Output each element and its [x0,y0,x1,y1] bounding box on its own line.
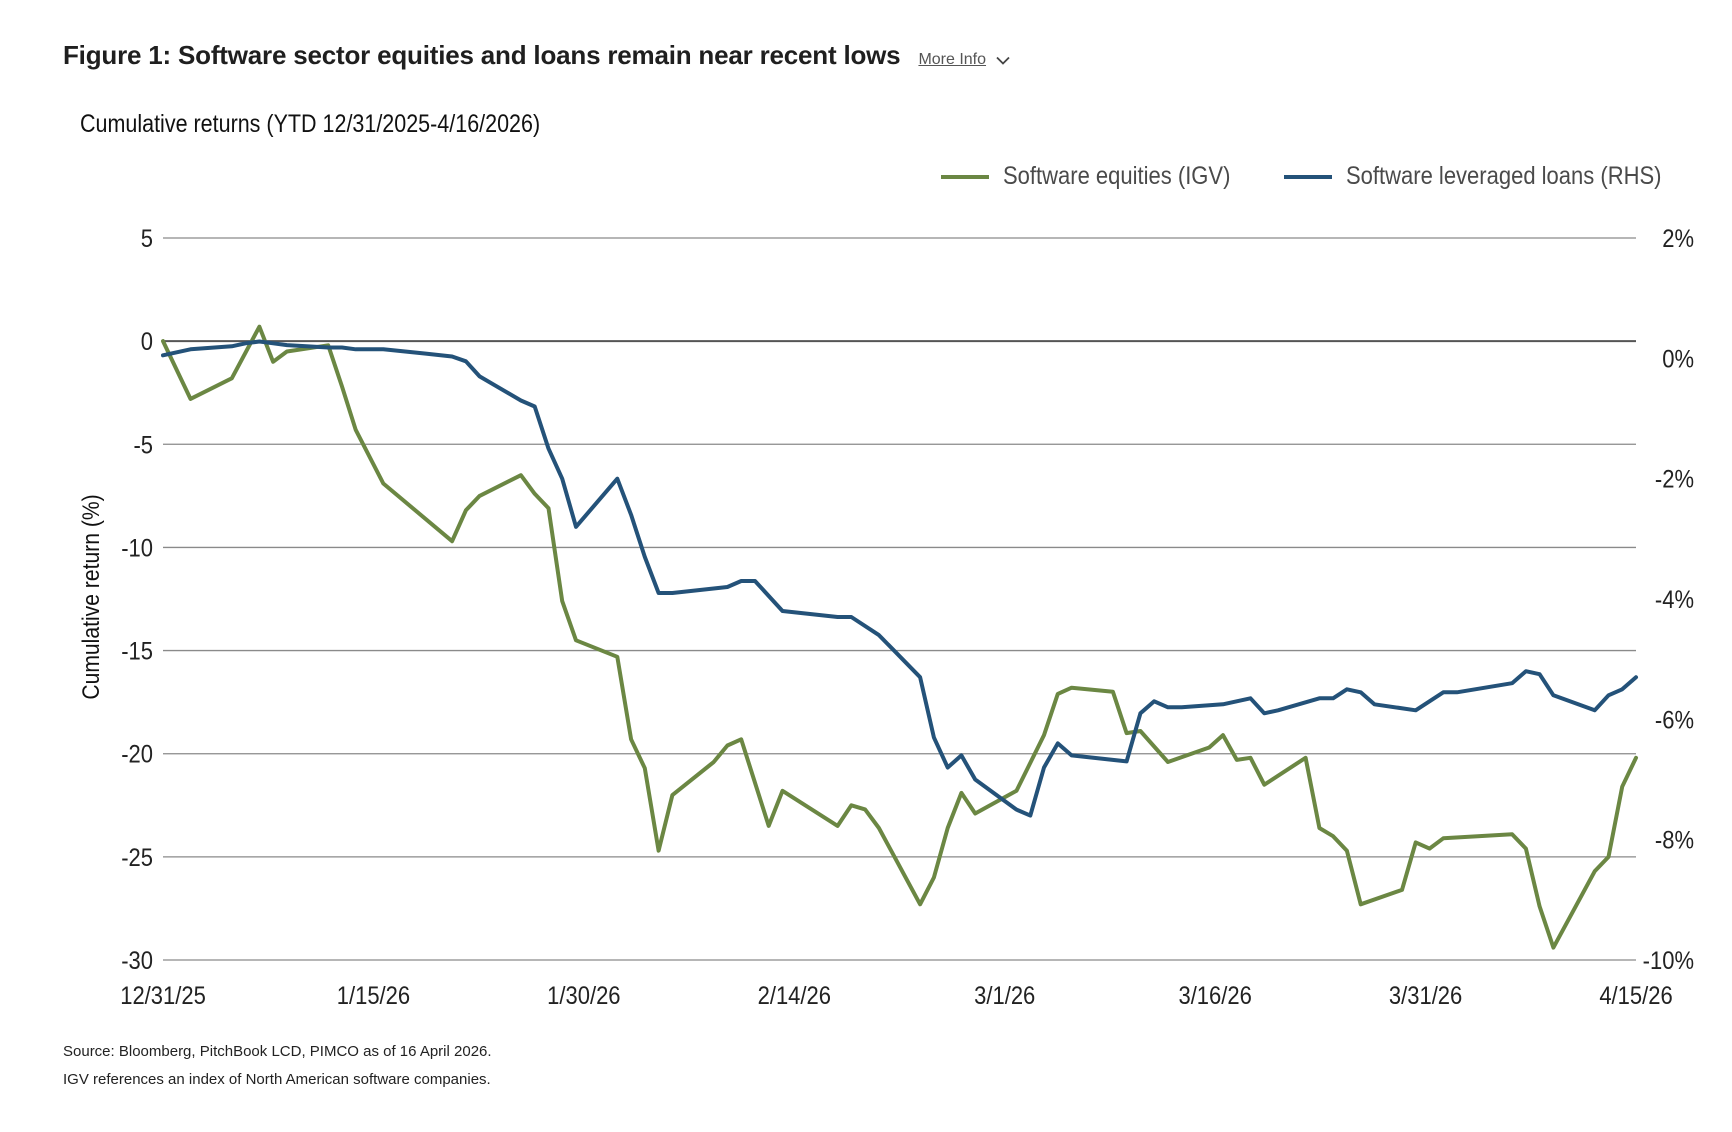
x-tick-label: 1/30/26 [547,982,620,1010]
y-right-tick-label: -4% [1655,586,1694,614]
chart-legend: Software equities (IGV) Software leverag… [899,162,1684,191]
y-tick-label: -15 [121,637,153,665]
y-tick-label: 0 [141,328,153,356]
y-right-tick-label: 2% [1662,225,1694,253]
legend-item-loans: Software leveraged loans (RHS) [1283,162,1685,191]
legend-label-equities: Software equities (IGV) [1003,162,1231,190]
y-tick-label: -25 [121,844,153,872]
y-tick-label: -20 [121,740,153,768]
more-info-link[interactable]: More Info [918,51,1010,69]
y-right-tick-label: -6% [1655,706,1694,734]
series-lines [161,324,1638,950]
x-tick-label: 3/31/26 [1389,982,1462,1010]
x-tick-label: 1/15/26 [337,982,410,1010]
series-line-loans [161,339,1638,818]
chevron-down-icon [996,56,1010,65]
y-tick-label: -10 [121,534,153,562]
y-tick-label: -30 [121,947,153,975]
y-tick-label: -5 [133,431,153,459]
y-axis-label: Cumulative return (%) [78,494,105,699]
grid-lines [163,237,1636,961]
y-right-tick-label: -2% [1655,465,1694,493]
y-right-tick-label: -8% [1655,826,1694,854]
x-tick-label: 3/1/26 [974,982,1035,1010]
x-tick-label: 2/14/26 [758,982,831,1010]
legend-label-loans: Software leveraged loans (RHS) [1345,162,1661,190]
footnote-source: Source: Bloomberg, PitchBook LCD, PIMCO … [63,1043,492,1060]
right-axis-ticks: 2% 0% -2% -4% -6% -8% -10% [1643,225,1694,975]
line-chart: 5 0 -5 -10 -15 -20 -25 -30 2% 0% -2% -4% -6% -8% -10%… [78,225,1694,1010]
x-tick-label: 3/16/26 [1178,982,1251,1010]
figure-title: Figure 1: Software sector equities and l… [63,40,901,70]
left-axis-ticks: 5 0 -5 -10 -15 -20 -25 -30 [121,225,153,975]
legend-swatch-loans [1283,174,1332,179]
x-tick-label: 4/15/26 [1599,982,1672,1010]
series-line-equities [161,324,1638,950]
legend-swatch-equities [941,174,990,179]
chart-subtitle: Cumulative returns (YTD 12/31/2025-4/16/… [80,110,541,138]
y-right-tick-label: -10% [1643,947,1694,975]
x-tick-label: 12/31/25 [120,982,206,1010]
legend-item-equities: Software equities (IGV) [941,162,1241,191]
y-right-tick-label: 0% [1662,345,1694,373]
footnote-igv: IGV references an index of North America… [63,1071,491,1088]
more-info-label: More Info [918,51,987,68]
figure-header: Figure 1: Software sector equities and l… [63,40,1010,71]
y-tick-label: 5 [141,225,153,253]
x-axis-ticks: 12/31/25 1/15/26 1/30/26 2/14/26 3/1/26 3/16/… [120,982,1672,1010]
